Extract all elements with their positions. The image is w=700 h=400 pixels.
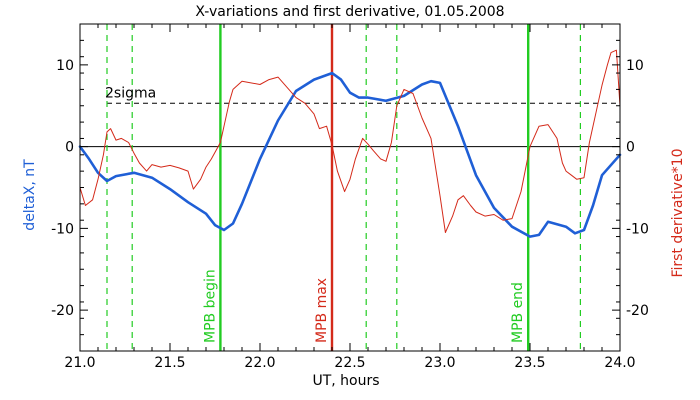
y-tick-label-left: -10 bbox=[51, 221, 74, 237]
x-tick-label: 24.0 bbox=[604, 355, 635, 371]
x-tick-label: 23.0 bbox=[424, 355, 455, 371]
marker-label-mpb-max: MPB max bbox=[314, 278, 330, 343]
y-tick-label-left: 0 bbox=[65, 140, 74, 156]
y-tick-label-left: -20 bbox=[51, 303, 74, 319]
series-line-derivative bbox=[79, 49, 621, 233]
sigma-label: 2sigma bbox=[105, 85, 156, 101]
x-tick-label: 23.5 bbox=[514, 355, 545, 371]
y-tick-label-left: 10 bbox=[56, 58, 74, 74]
x-tick-label: 21.5 bbox=[154, 355, 185, 371]
x-tick-label: 22.0 bbox=[244, 355, 275, 371]
plot-frame bbox=[79, 23, 621, 352]
plot-area bbox=[78, 23, 622, 352]
y-tick-label-right: -20 bbox=[626, 303, 649, 319]
y-axis-label-right: First derivative*10 bbox=[670, 148, 686, 277]
x-tick-label: 21.0 bbox=[64, 355, 95, 371]
chart-title: X-variations and first derivative, 01.05… bbox=[195, 4, 504, 20]
y-tick-label-right: -10 bbox=[626, 221, 649, 237]
x-tick-label: 22.5 bbox=[334, 355, 365, 371]
y-tick-label-right: 0 bbox=[626, 140, 635, 156]
y-tick-label-right: 10 bbox=[626, 58, 644, 74]
marker-label-mpb-end: MPB end bbox=[510, 282, 526, 343]
y-axis-label-left: deltaX, nT bbox=[22, 159, 38, 231]
series-line-deltaX bbox=[78, 71, 622, 238]
annotation-layer: 2sigma MPB begin MPB max MPB end 21.0 21.5 22.… bbox=[51, 58, 649, 371]
x-axis-label: UT, hours bbox=[312, 373, 379, 389]
marker-label-mpb-begin: MPB begin bbox=[202, 269, 218, 343]
